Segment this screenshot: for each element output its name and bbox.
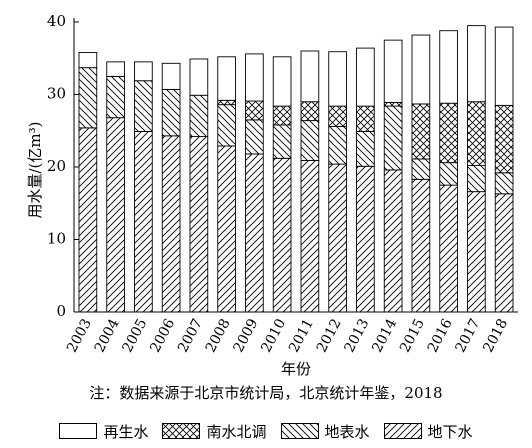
bar-2006-series-3 (161, 62, 181, 90)
bar-2010-series-3 (272, 56, 292, 107)
bar-2004-series-0 (106, 117, 125, 313)
bar-2009-series-2 (245, 100, 264, 121)
bar-2013-series-1 (356, 131, 375, 167)
bar-2012-series-2 (328, 105, 347, 127)
x-tick-label: 2006 (147, 316, 178, 355)
bar-2006-series-0 (161, 135, 181, 313)
bar-2005-series-3 (134, 61, 153, 82)
x-tick-label: 2013 (342, 316, 373, 355)
bar-2007-series-0 (189, 136, 209, 313)
x-tick-label: 2005 (120, 316, 151, 355)
legend-swatch-surface (280, 423, 319, 439)
x-tick-label: 2015 (397, 316, 428, 355)
bar-2015-series-2 (411, 103, 431, 160)
bar-2014-series-0 (383, 169, 403, 313)
bar-2008-series-2 (217, 99, 236, 106)
x-tick-label: 2010 (258, 316, 289, 355)
y-tick-label: 0 (56, 302, 66, 320)
bar-2014-series-3 (383, 39, 403, 103)
bar-2010-series-1 (272, 124, 292, 159)
chart-area: 2003200420052006200720082009201020112012… (26, 12, 518, 378)
legend-swatch-ground (383, 423, 422, 439)
legend-item-ground: 地下水 (383, 421, 473, 442)
bar-2011-series-3 (300, 50, 320, 103)
x-axis-label: 年份 (281, 360, 311, 378)
legend-item-reclaimed: 再生水 (59, 421, 148, 442)
bar-2013-series-3 (356, 47, 375, 107)
legend-label-surface: 地表水 (324, 422, 370, 441)
bar-2005-series-0 (134, 131, 153, 313)
x-tick-label: 2016 (425, 316, 456, 355)
bar-2007-series-3 (189, 58, 209, 96)
legend-label-reclaimed: 再生水 (103, 422, 149, 441)
x-tick-label: 2007 (175, 316, 206, 355)
bar-2003-series-3 (78, 52, 98, 69)
bar-2010-series-2 (272, 105, 292, 126)
bar-2008-series-0 (217, 145, 236, 313)
bar-2007-series-1 (189, 94, 209, 138)
bar-2014-series-2 (383, 102, 403, 107)
x-tick-label: 2014 (369, 316, 400, 355)
bar-2014-series-1 (383, 105, 403, 171)
y-tick-label: 30 (47, 85, 66, 103)
bar-2016-series-1 (439, 162, 458, 186)
legend-label-ground: 地下水 (427, 422, 473, 441)
bar-2015-series-3 (411, 34, 431, 105)
x-tick-label: 2003 (64, 316, 95, 355)
y-tick-label: 10 (47, 230, 66, 248)
bar-2017-series-2 (467, 101, 486, 166)
bar-2017-series-3 (467, 25, 486, 103)
bar-2012-series-1 (328, 125, 347, 165)
x-tick-label: 2011 (286, 316, 317, 355)
bar-2018-series-3 (494, 26, 514, 106)
bar-2012-series-3 (328, 51, 347, 107)
bar-2015-series-0 (411, 178, 431, 313)
bar-2018-series-2 (494, 104, 514, 174)
bar-2006-series-1 (161, 88, 181, 137)
legend: 再生水 南水北调 地表水 地下水 (0, 418, 532, 444)
bar-2017-series-1 (467, 165, 486, 193)
bar-2011-series-2 (300, 101, 320, 122)
legend-swatch-reclaimed (59, 423, 98, 439)
legend-item-south-north: 南水北调 (162, 421, 267, 442)
bar-2015-series-1 (411, 158, 431, 180)
bar-2013-series-0 (356, 165, 375, 313)
bar-2005-series-1 (134, 80, 153, 132)
legend-swatch-south-north (162, 423, 201, 439)
bar-2018-series-1 (494, 172, 514, 195)
legend-item-surface: 地表水 (280, 421, 370, 442)
bar-2003-series-1 (78, 67, 98, 129)
y-tick-label: 20 (47, 157, 66, 175)
bar-2011-series-0 (300, 160, 320, 313)
bar-2008-series-1 (217, 104, 236, 147)
bar-2004-series-1 (106, 75, 125, 119)
bar-2009-series-0 (245, 153, 264, 313)
source-note: 注：数据来源于北京市统计局，北京统计年鉴，2018 (89, 384, 443, 402)
x-tick-label: 2008 (203, 316, 234, 355)
bar-2016-series-0 (439, 184, 458, 313)
x-tick-label: 2009 (231, 316, 262, 355)
y-tick-label: 40 (47, 12, 66, 30)
bar-2016-series-2 (439, 102, 458, 164)
legend-label-south-north: 南水北调 (206, 422, 267, 441)
bar-2009-series-3 (245, 53, 264, 102)
bar-2010-series-0 (272, 157, 292, 313)
bars-group (78, 25, 514, 313)
bar-2011-series-1 (300, 120, 320, 161)
bar-2013-series-2 (356, 105, 375, 132)
x-tick-label: 2012 (314, 316, 345, 355)
bar-2017-series-0 (467, 191, 486, 313)
x-tick-label: 2004 (92, 316, 123, 355)
bar-2018-series-0 (494, 193, 514, 313)
bar-2009-series-1 (245, 119, 264, 155)
bar-2016-series-3 (439, 30, 458, 104)
bar-2012-series-0 (328, 163, 347, 313)
x-tick-label: 2017 (453, 316, 484, 355)
bar-2003-series-0 (78, 127, 98, 313)
y-axis-label: 用水量/(亿m³) (26, 122, 44, 219)
bar-2008-series-3 (217, 56, 236, 101)
bar-2004-series-3 (106, 61, 125, 77)
x-tick-label: 2018 (480, 316, 511, 355)
